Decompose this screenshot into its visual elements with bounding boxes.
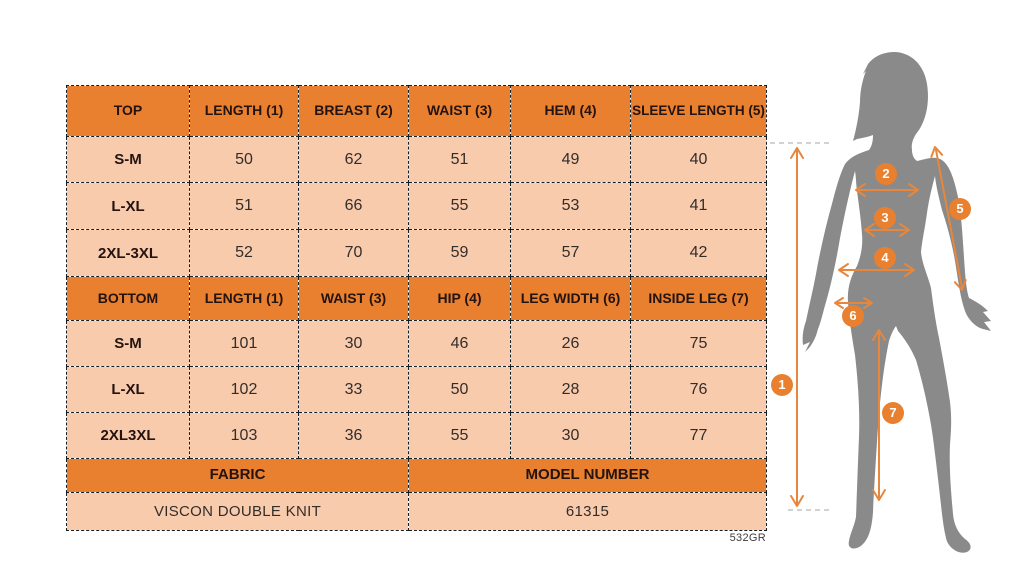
size-cell: 2XL-3XL	[66, 229, 190, 277]
value-cell: 49	[510, 136, 631, 183]
bottom-header-row: BOTTOM LENGTH (1) WAIST (3) HIP (4) LEG …	[66, 276, 767, 321]
measurement-arrow-7	[872, 329, 886, 501]
bottom-row-lxl: L-XL 102 33 50 28 76	[66, 366, 767, 413]
size-cell: S-M	[66, 136, 190, 183]
value-cell: 55	[408, 412, 511, 459]
value-cell: 40	[630, 136, 767, 183]
bottom-row-2xl3xl: 2XL3XL 103 36 55 30 77	[66, 412, 767, 459]
value-cell: 103	[189, 412, 299, 459]
top-header-cell: TOP	[66, 85, 190, 137]
fabric-header-cell: FABRIC	[66, 458, 409, 493]
bottom-header-cell: INSIDE LEG (7)	[630, 276, 767, 321]
value-cell: 30	[298, 320, 409, 367]
value-cell: 26	[510, 320, 631, 367]
top-row-lxl: L-XL 51 66 55 53 41	[66, 182, 767, 230]
value-cell: 62	[298, 136, 409, 183]
measurement-marker-1: 1	[771, 374, 793, 396]
bottom-row-sm: S-M 101 30 46 26 75	[66, 320, 767, 367]
bottom-header-cell: LENGTH (1)	[189, 276, 299, 321]
model-number-value-cell: 61315	[408, 492, 767, 531]
value-cell: 50	[408, 366, 511, 413]
measurement-marker-7: 7	[882, 402, 904, 424]
size-cell: S-M	[66, 320, 190, 367]
bottom-header-cell: BOTTOM	[66, 276, 190, 321]
measurement-arrow-5	[930, 146, 967, 291]
value-cell: 51	[408, 136, 511, 183]
info-header-row: FABRIC MODEL NUMBER	[66, 458, 767, 493]
measurement-arrow-4	[838, 263, 915, 277]
bottom-header-cell: LEG WIDTH (6)	[510, 276, 631, 321]
model-number-header-cell: MODEL NUMBER	[408, 458, 767, 493]
info-value-row: VISCON DOUBLE KNIT 61315	[66, 492, 767, 531]
top-header-cell: BREAST (2)	[298, 85, 409, 137]
watermark-text: 532GR	[729, 532, 766, 544]
value-cell: 46	[408, 320, 511, 367]
fabric-value-cell: VISCON DOUBLE KNIT	[66, 492, 409, 531]
top-row-sm: S-M 50 62 51 49 40	[66, 136, 767, 183]
bottom-header-cell: HIP (4)	[408, 276, 511, 321]
value-cell: 36	[298, 412, 409, 459]
top-row-2xl3xl: 2XL-3XL 52 70 59 57 42	[66, 229, 767, 277]
value-cell: 33	[298, 366, 409, 413]
value-cell: 101	[189, 320, 299, 367]
measurement-figure: 1 2 3 4 5 6 7	[770, 40, 1024, 583]
size-cell: L-XL	[66, 182, 190, 230]
measurement-arrow-1	[790, 147, 804, 507]
value-cell: 75	[630, 320, 767, 367]
value-cell: 55	[408, 182, 511, 230]
top-header-cell: LENGTH (1)	[189, 85, 299, 137]
top-header-cell: SLEEVE LENGTH (5)	[630, 85, 767, 137]
value-cell: 66	[298, 182, 409, 230]
top-header-cell: WAIST (3)	[408, 85, 511, 137]
measurement-marker-6: 6	[842, 305, 864, 327]
figure-silhouette-svg	[770, 52, 991, 553]
value-cell: 28	[510, 366, 631, 413]
top-header-row: TOP LENGTH (1) BREAST (2) WAIST (3) HEM …	[66, 85, 767, 137]
value-cell: 76	[630, 366, 767, 413]
bottom-header-cell: WAIST (3)	[298, 276, 409, 321]
top-header-cell: HEM (4)	[510, 85, 631, 137]
measurement-marker-3: 3	[874, 207, 896, 229]
measurement-marker-4: 4	[874, 247, 896, 269]
measurement-arrow-3	[864, 223, 910, 237]
value-cell: 70	[298, 229, 409, 277]
measurement-arrow-2	[855, 183, 919, 197]
value-cell: 102	[189, 366, 299, 413]
value-cell: 50	[189, 136, 299, 183]
measurement-arrow-6	[834, 297, 873, 309]
value-cell: 77	[630, 412, 767, 459]
value-cell: 52	[189, 229, 299, 277]
value-cell: 57	[510, 229, 631, 277]
value-cell: 59	[408, 229, 511, 277]
value-cell: 51	[189, 182, 299, 230]
size-cell: 2XL3XL	[66, 412, 190, 459]
woman-silhouette	[802, 52, 991, 553]
value-cell: 41	[630, 182, 767, 230]
value-cell: 30	[510, 412, 631, 459]
size-chart-table: TOP LENGTH (1) BREAST (2) WAIST (3) HEM …	[66, 85, 767, 531]
measurement-marker-5: 5	[949, 198, 971, 220]
measurement-marker-2: 2	[875, 163, 897, 185]
value-cell: 42	[630, 229, 767, 277]
size-cell: L-XL	[66, 366, 190, 413]
value-cell: 53	[510, 182, 631, 230]
